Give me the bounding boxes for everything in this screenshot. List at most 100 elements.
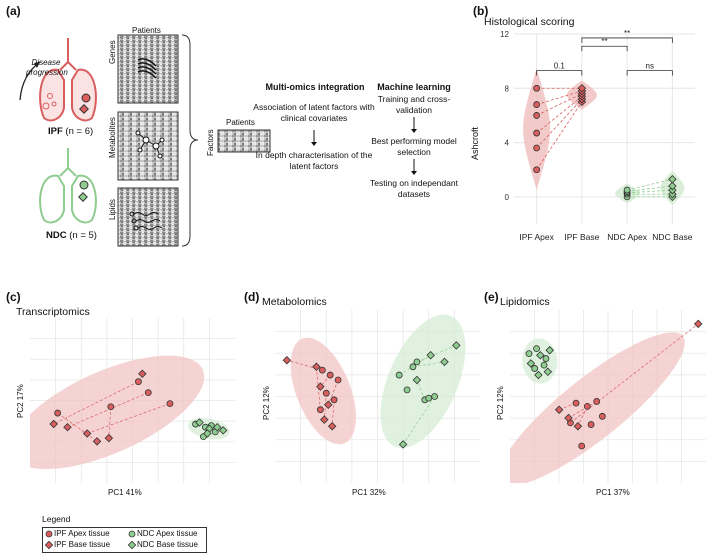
panel-e-title: Lipidomics [500,296,550,308]
bracket-ipfbase-ndcbase [581,37,673,43]
data-point [316,382,325,391]
data-point [138,369,147,379]
data-point [564,413,573,423]
metabolite-molecule-icon [135,130,165,159]
data-point [572,399,580,407]
workflow-arrows [313,117,415,172]
data-point [540,361,548,369]
bracket-ndc-apex-base [626,70,673,76]
legend-marker-ipf-apex [45,530,53,538]
data-point [693,319,703,329]
data-point [583,403,591,410]
panel-b-label: (b) [473,4,489,18]
panel-d-label: (d) [244,290,260,304]
data-point [49,419,58,429]
data-point [533,112,541,119]
lipid-chain-icon [129,211,163,231]
data-point [545,346,554,355]
data-point [135,378,142,386]
data-point [578,442,586,450]
panel-c-label: (c) [6,290,21,304]
genes-label: Genes [108,40,117,64]
bracket-ndc-apex-base-label: ns [646,62,654,71]
multiomics-title: Multi-omics integration [265,82,365,92]
data-point [203,429,212,438]
data-point [587,421,595,428]
data-point [542,355,550,362]
data-point [598,412,606,420]
panel-e-ylabel: PC2 12% [496,386,505,420]
data-point [531,365,539,372]
data-point [431,393,439,400]
data-point [533,101,541,108]
data-point [533,144,541,152]
pair-line [627,178,673,191]
data-point [312,362,321,372]
pair-line [108,406,112,439]
panel-c-xlabel: PC1 41% [108,488,142,497]
patients-top-label: Patients [132,26,161,35]
data-point [107,403,115,411]
data-point [525,350,533,357]
pair-line [57,412,98,442]
legend-markers [44,530,137,550]
data-point [573,421,583,431]
y-tick-label: 12 [500,30,509,39]
panel-d-ylabel: PC2 12% [262,386,271,420]
pair-line [416,345,457,363]
data-point [334,376,342,384]
data-point [403,386,411,394]
bracket-ipfbase-ndcapex [581,45,628,52]
data-point [668,181,677,191]
gene-wave-icon [137,58,157,79]
brace [181,34,199,247]
data-point [327,421,337,431]
data-point [326,371,334,379]
pair-line [570,323,699,424]
data-point [395,371,403,379]
lipids-heatmap [117,187,179,247]
data-point [322,389,330,397]
legend-marker-ndc-apex [128,530,136,538]
legend-marker-ndc-base [127,540,137,550]
data-point [324,400,333,409]
multiomics-step2: In depth characterisation of the latent … [255,150,373,171]
data-point [623,186,631,194]
y-tick-label: 8 [505,84,510,93]
x-tick-label: NDC Apex [607,232,647,242]
panel-b-title: Histological scoring [484,16,575,28]
data-point [554,405,564,414]
ndc-group-label: NDC (n = 5) [46,230,97,241]
data-point [212,422,222,432]
x-tick-label: NDC Base [652,232,692,242]
pair-line [327,379,339,405]
data-point [413,358,421,366]
patients-factor-label: Patients [226,118,255,127]
pair-line [536,93,583,116]
data-point [526,359,536,368]
ml-step1: Training and cross-validation [377,94,451,115]
panel-e-xlabel: PC1 37% [596,488,630,497]
legend-item-ndc-base: NDC Base tissue [137,540,198,549]
pair-line [53,381,139,425]
data-point [412,375,422,385]
data-point [144,389,152,397]
factor-matrix [217,129,271,153]
ipf-ellipse [290,337,356,445]
x-tick-label: IPF Base [564,232,599,242]
panel-c-title: Transcriptomics [16,306,90,318]
data-point [426,351,435,360]
data-point [533,166,541,174]
metabolites-heatmap [117,111,179,181]
ml-title: Machine learning [377,82,451,92]
transcriptomics-pca-plot [30,318,235,483]
metabolomics-pca-plot [275,310,480,483]
data-point [218,426,228,435]
ipf-group-label: IPF (n = 6) [48,126,94,137]
data-point [104,433,114,443]
data-point [282,355,292,365]
data-point [536,351,545,360]
data-point [409,363,417,371]
data-point [533,129,541,137]
bracket-ipfbase-ndcapex-label: ** [601,37,607,46]
